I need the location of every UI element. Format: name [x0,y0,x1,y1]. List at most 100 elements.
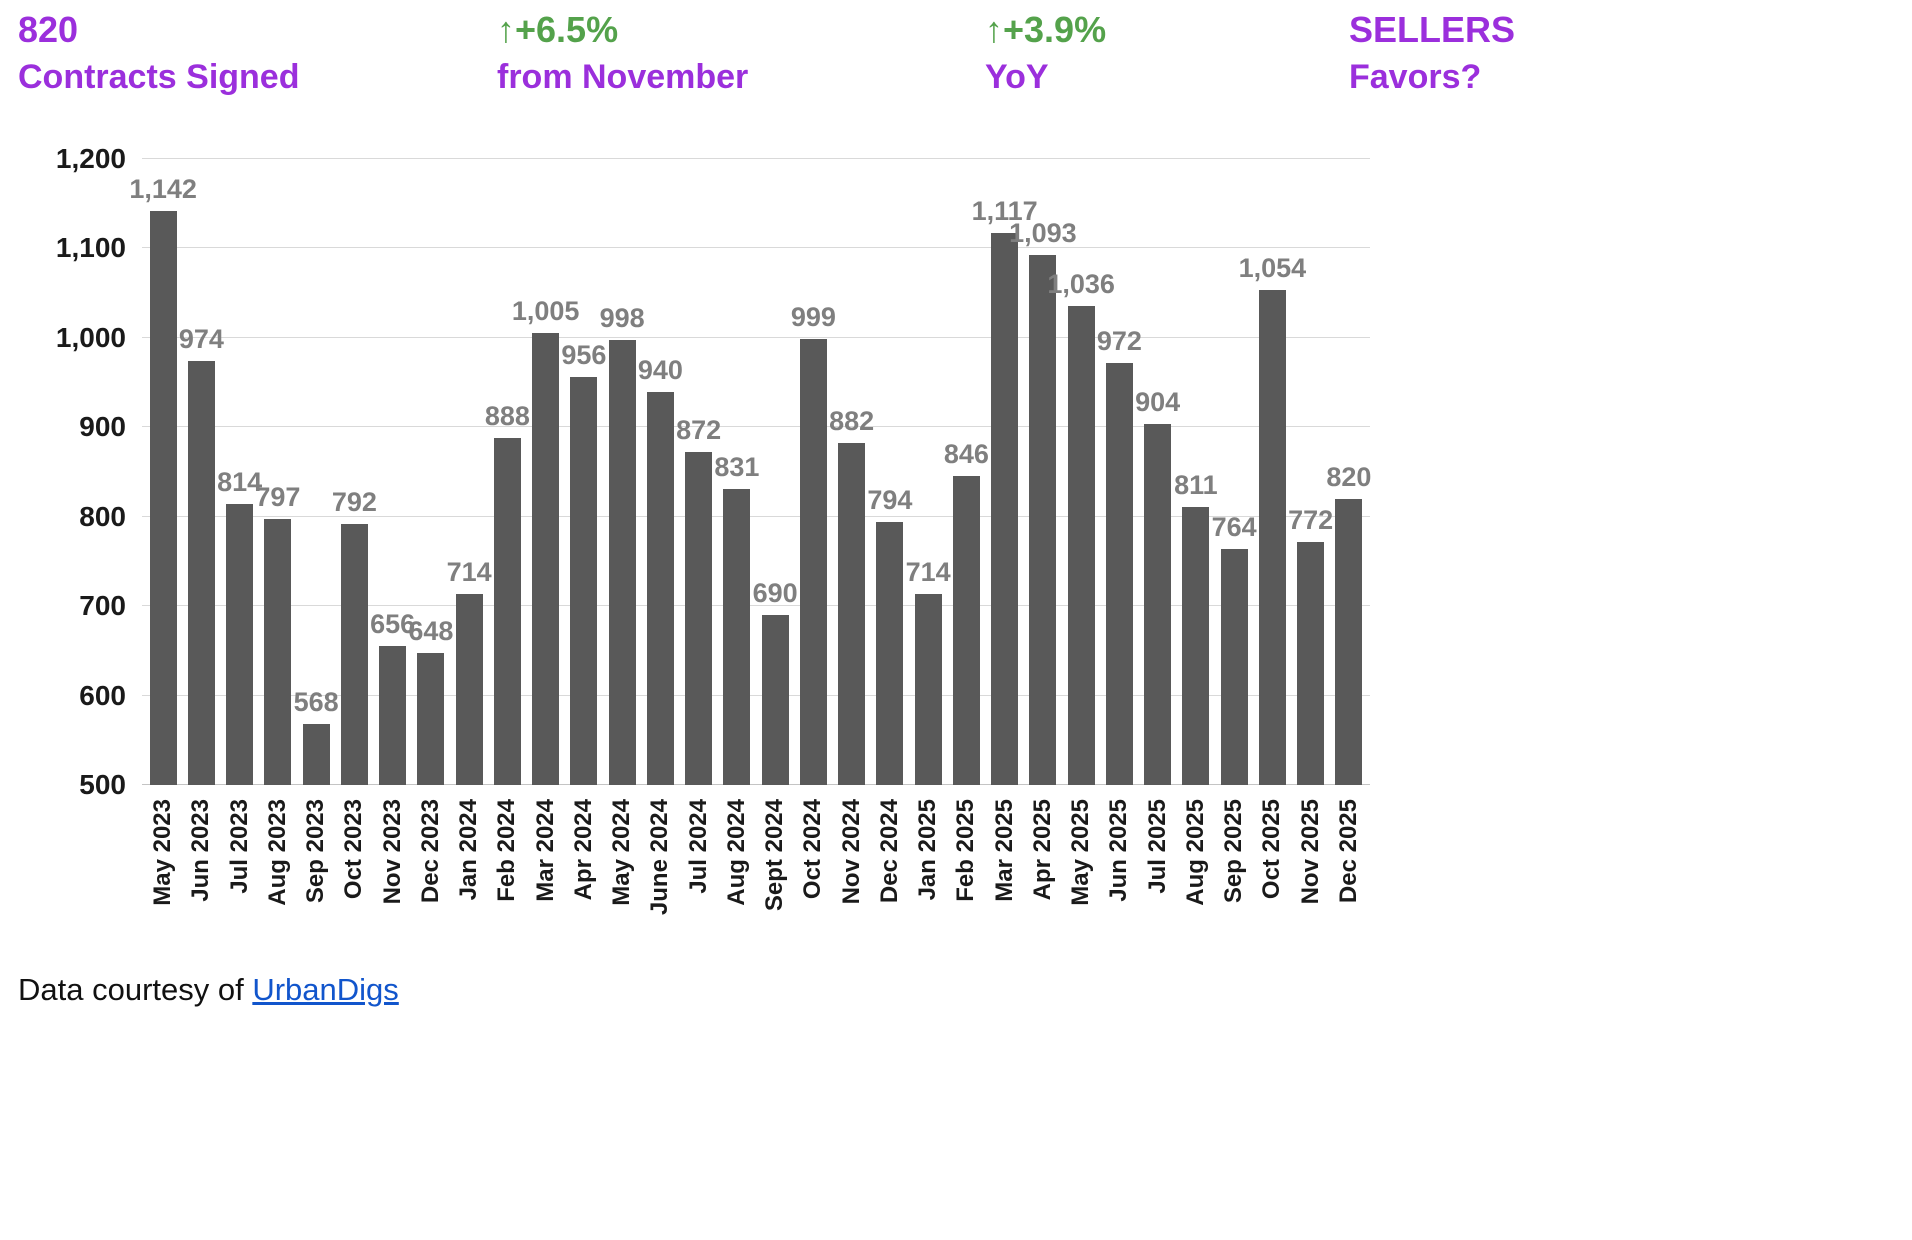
x-tick: Jan 2025 [909,793,947,953]
x-tick: Aug 2023 [259,793,297,953]
x-tick-label: Jan 2025 [914,799,942,901]
gridline [142,426,1370,428]
bar-group: 714 [906,159,951,785]
x-tick-label: Jul 2024 [684,799,712,894]
x-tick: Feb 2025 [947,793,985,953]
x-tick-label: Jul 2023 [225,799,253,894]
x-tick-label: Sep 2023 [302,799,330,904]
x-tick-label: Jun 2023 [187,799,215,902]
x-tick-label: Feb 2025 [952,799,980,902]
bar-value-label: 1,142 [129,173,197,204]
bar-value-label: 1,054 [1238,252,1307,283]
bar [455,593,483,785]
bar-value-label: 846 [943,438,989,469]
bar [1220,548,1248,785]
footer-text: Data courtesy of [18,972,253,1007]
bar [264,519,292,785]
stat-contracts-signed: 820 Contracts Signed [18,6,299,100]
bar-value-label: 714 [446,556,492,587]
y-tick-label: 1,200 [55,143,126,174]
stat-month-over-month: ↑+6.5% from November [497,6,748,100]
x-tick: Nov 2023 [374,793,412,953]
urbandigs-link[interactable]: UrbanDigs [252,972,399,1007]
x-tick: Aug 2024 [718,793,756,953]
stat-market-favors-value: SELLERS [1349,9,1516,50]
bar-group: 797 [255,159,300,785]
bar-group: 714 [447,159,492,785]
x-tick-label: Oct 2025 [1258,799,1286,900]
bar-value-label: 940 [637,354,683,385]
x-tick: June 2024 [641,793,679,953]
bar-group: 956 [561,159,606,785]
bar [1335,498,1363,785]
bar [1105,362,1133,785]
bar-group: 656 [370,159,415,785]
bar-value-label: 764 [1211,511,1257,542]
bar [1297,541,1325,785]
x-tick-label: Oct 2023 [340,799,368,900]
bar [1144,423,1172,785]
x-tick: Mar 2024 [527,793,565,953]
x-tick-label: Jan 2024 [455,799,483,901]
x-tick: Mar 2025 [986,793,1024,953]
bar-group: 814 [217,159,262,785]
x-tick: Aug 2025 [1177,793,1215,953]
bars-layer: 1,142 974 814 797 568 792 656 648 714 888 1,005 956… [129,159,1371,785]
bar-value-label: 998 [599,302,645,333]
bar-group: 690 [753,159,798,785]
bar-group: 846 [944,159,989,785]
bar-value-label: 772 [1288,504,1334,535]
bar-group: 999 [791,159,836,785]
x-tick-label: Aug 2023 [263,799,291,906]
bar-group: 820 [1326,159,1371,785]
bar-value-label: 872 [676,415,722,446]
x-tick: Jan 2024 [450,793,488,953]
bar-value-label: 690 [752,578,798,609]
x-tick-label: Apr 2025 [1028,799,1056,901]
bar-group: 1,005 [512,159,579,785]
x-tick-label: Dec 2024 [875,799,903,904]
bar-group: 972 [1097,159,1142,785]
x-tick: Jun 2023 [182,793,220,953]
grid-layer: 500 600 700 800 900 1,000 1,100 1,200 [56,143,1370,800]
bar-group: 1,093 [1009,159,1077,785]
bar-value-label: 814 [217,467,263,498]
bar-value-label: 568 [293,687,339,718]
bar-value-label: 831 [714,452,760,482]
x-tick: Jun 2025 [1100,793,1138,953]
bar [876,522,904,785]
bar [838,443,866,785]
x-tick: Feb 2024 [488,793,526,953]
bar-value-label: 794 [867,485,913,516]
y-tick-label: 900 [79,411,126,443]
x-tick: May 2025 [1062,793,1100,953]
x-tick: May 2023 [144,793,182,953]
bar-group: 940 [638,159,683,785]
bar [302,724,330,785]
x-tick-label: May 2025 [1067,799,1095,906]
x-tick: Dec 2025 [1330,793,1368,953]
x-tick: Sep 2023 [297,793,335,953]
bar-value-label: 820 [1326,461,1372,492]
gridline [142,605,1370,607]
bar-value-label: 792 [331,486,377,517]
bar [761,615,789,785]
bar-group: 888 [485,159,530,785]
bar [340,523,368,785]
x-tick-label: Dec 2023 [416,799,444,904]
bar [914,593,942,785]
gridline [142,336,1370,338]
bar-value-label: 972 [1096,325,1142,356]
x-tick-label: Nov 2024 [837,799,865,905]
y-tick-label: 1,100 [55,232,126,264]
x-axis: May 2023 Jun 2023 Jul 2023 Aug 2023 Sep 2023… [142,793,1370,953]
bar [1029,254,1057,785]
gridline [142,158,1370,159]
bar [226,504,254,785]
bar [723,489,751,785]
x-tick-label: Aug 2025 [1181,799,1209,906]
x-tick: Dec 2024 [871,793,909,953]
bar-group: 872 [676,159,721,785]
bar-group: 568 [294,159,339,785]
header: 820 Contracts Signed ↑+6.5% from Novembe… [0,6,1912,126]
